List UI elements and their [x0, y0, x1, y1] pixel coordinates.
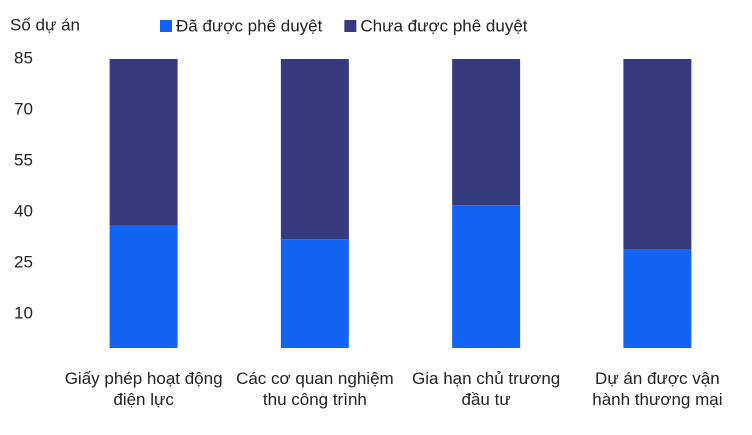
legend-swatch: [344, 20, 357, 32]
bar-segment: [109, 59, 178, 226]
bar-segment: [623, 59, 692, 250]
bar-segment: [452, 205, 521, 348]
y-tick-label: 70: [14, 99, 33, 118]
y-tick-label: 10: [14, 303, 33, 322]
y-tick-label: 55: [14, 150, 33, 169]
bar-segment: [452, 59, 521, 206]
y-tick-label: 85: [14, 48, 33, 67]
legend-label: Đã được phê duyệt: [176, 16, 323, 35]
y-tick-label: 40: [14, 201, 33, 220]
x-tick-label: Các cơ quan nghiệm thu công trình: [236, 369, 394, 409]
y-tick-label: 25: [14, 252, 33, 271]
bar-segment: [623, 249, 692, 348]
legend-swatch: [160, 20, 172, 32]
x-tick-label: Gia hạn chủ trương đầu tư: [412, 369, 561, 409]
bar-segment: [280, 59, 349, 240]
x-tick-label: Giấy phép hoạt động điện lực: [64, 369, 223, 409]
x-tick-label: Dự án được vận hành thương mại: [592, 369, 723, 409]
y-axis-label: Số dự án: [10, 15, 80, 34]
bar-segment: [280, 239, 349, 348]
legend-label: Chưa được phê duyệt: [360, 16, 527, 35]
bar-segment: [109, 225, 178, 348]
